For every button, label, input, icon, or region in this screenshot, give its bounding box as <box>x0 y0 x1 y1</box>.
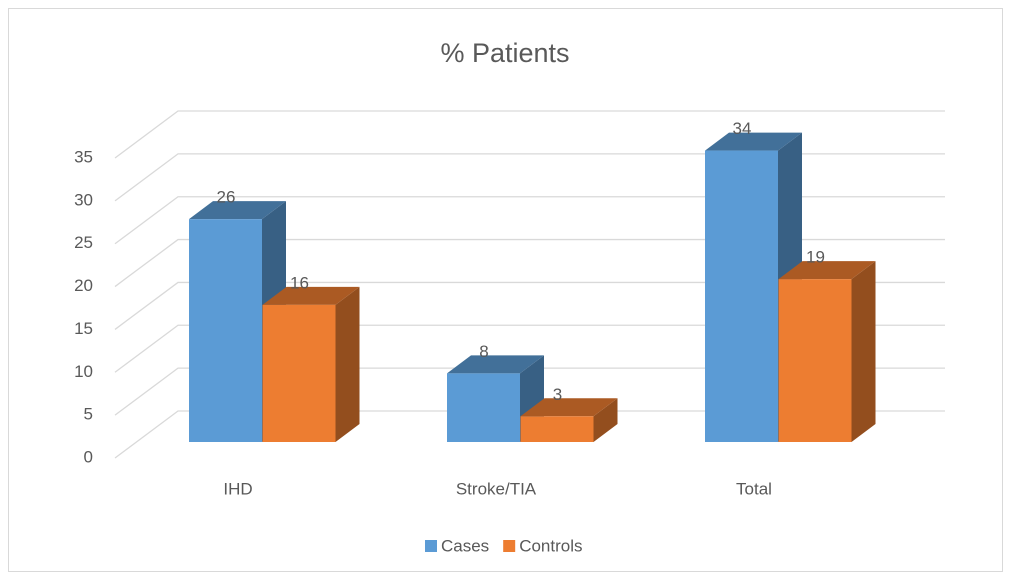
x-tick-label: IHD <box>223 479 252 498</box>
bar-side <box>593 398 618 442</box>
legend-swatch <box>425 540 437 552</box>
bar <box>520 416 594 442</box>
data-label: 3 <box>553 385 562 404</box>
grid-line <box>114 153 945 202</box>
data-label: 19 <box>806 248 825 267</box>
bar-top <box>520 398 618 417</box>
bar-top <box>447 355 544 374</box>
bar-top <box>262 286 360 305</box>
y-tick-label: 35 <box>74 147 93 166</box>
grid-line <box>114 281 945 330</box>
bar-top <box>705 132 802 151</box>
y-tick-label: 20 <box>74 276 93 295</box>
bar-side <box>851 261 876 442</box>
grid-line <box>114 110 945 159</box>
bar <box>778 279 852 442</box>
y-tick-label: 30 <box>74 190 93 209</box>
y-tick-label: 25 <box>74 233 93 252</box>
grid-line <box>114 324 945 373</box>
bar <box>262 304 336 442</box>
data-label: 34 <box>733 119 752 138</box>
grid-line <box>114 196 945 245</box>
y-tick-label: 15 <box>74 319 93 338</box>
x-tick-label: Stroke/TIA <box>456 479 537 498</box>
y-tick-label: 0 <box>84 447 93 466</box>
bar-top <box>778 261 876 280</box>
data-label: 8 <box>479 342 488 361</box>
bar <box>447 373 520 442</box>
chart-title: % Patients <box>440 38 569 68</box>
grid-line <box>114 238 945 288</box>
legend-label: Controls <box>519 536 582 555</box>
data-label: 26 <box>217 188 236 207</box>
y-tick-label: 10 <box>74 362 93 381</box>
bar-side <box>335 286 360 442</box>
x-tick-label: Total <box>736 479 772 498</box>
grid-line <box>114 367 945 416</box>
bar <box>705 150 778 443</box>
bar-top <box>189 201 286 220</box>
legend-label: Cases <box>441 536 489 555</box>
bar <box>189 219 262 442</box>
y-tick-label: 5 <box>84 405 93 424</box>
legend-swatch <box>503 540 516 552</box>
grid-line <box>114 410 945 459</box>
data-label: 16 <box>290 273 309 292</box>
